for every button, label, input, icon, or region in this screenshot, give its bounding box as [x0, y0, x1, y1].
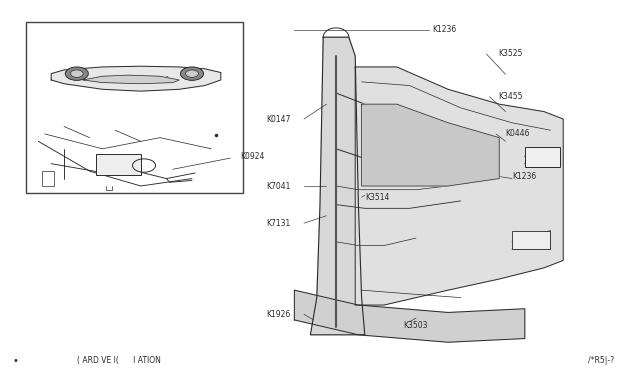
Text: •: • [13, 356, 19, 366]
Text: K0147: K0147 [266, 115, 291, 124]
Bar [525, 147, 560, 167]
Polygon shape [294, 290, 525, 342]
Circle shape [180, 67, 204, 80]
Text: K3455: K3455 [498, 92, 522, 101]
Text: K0924: K0924 [240, 153, 264, 161]
Text: K3514: K3514 [365, 193, 389, 202]
Text: K3503: K3503 [403, 321, 428, 330]
Polygon shape [310, 37, 365, 335]
Bar [26, 22, 243, 193]
Text: K7131: K7131 [266, 219, 291, 228]
Text: ( ARD VE I(      I ATION: ( ARD VE I( I ATION [77, 356, 161, 365]
Circle shape [186, 70, 198, 77]
Text: K1236: K1236 [512, 172, 536, 181]
Text: K3525: K3525 [498, 49, 522, 58]
Bar [42, 171, 54, 186]
Bar [96, 154, 141, 175]
Text: K0446: K0446 [506, 129, 530, 138]
Polygon shape [83, 75, 179, 84]
Circle shape [65, 67, 88, 80]
Text: K1236: K1236 [432, 25, 456, 33]
Text: K1926: K1926 [266, 310, 291, 319]
Circle shape [70, 70, 83, 77]
Text: K7041: K7041 [266, 182, 291, 190]
Polygon shape [362, 104, 499, 186]
Polygon shape [355, 67, 563, 305]
Bar [512, 231, 550, 249]
Polygon shape [51, 66, 221, 91]
Text: /*R5|-?: /*R5|-? [588, 356, 614, 365]
